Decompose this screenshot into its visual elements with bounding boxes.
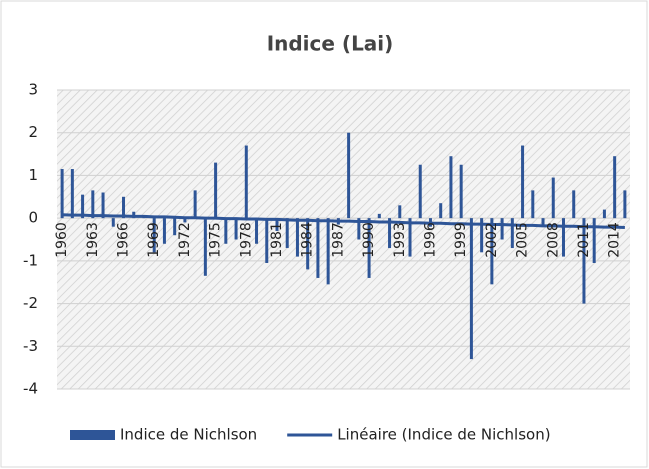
legend-label: Linéaire (Indice de Nichlson) [337,426,550,444]
x-tick-label: 1966 [116,222,132,258]
y-tick-label: -4 [23,380,38,398]
x-tick-label: 1978 [238,222,254,258]
bar [60,169,64,219]
bar [459,164,463,219]
y-tick-label: -1 [23,251,38,269]
x-tick-label: 2005 [515,222,531,258]
bar [388,218,392,249]
x-tick-label: 1975 [208,222,224,258]
bar [183,218,187,223]
x-tick-label: 1969 [146,222,162,258]
plot-area [57,90,630,389]
x-tick-label: 1999 [453,222,469,258]
x-tick-label: 2008 [545,222,561,258]
bar [173,218,177,236]
bar [418,164,422,219]
bar [521,145,525,219]
bar [439,203,443,219]
bar [531,190,535,219]
bar [408,218,412,257]
bar [449,156,453,219]
x-tick-label: 1996 [422,222,438,258]
bar [377,213,381,219]
y-tick-label: 3 [28,81,38,99]
x-tick-label: 1963 [85,222,101,258]
bar [490,218,494,285]
bar [214,162,218,219]
bar [122,196,126,219]
bar [224,218,228,244]
chart-title: Indice (Lai) [267,32,394,56]
bar [203,218,207,276]
bar [91,190,95,219]
bar [81,194,85,219]
bar [582,218,586,304]
bar [295,218,299,257]
bar [70,169,74,219]
x-tick-label: 1984 [300,222,316,258]
bar [510,218,514,249]
x-tick-label: 1990 [361,222,377,258]
bar [265,218,269,263]
x-tick-label: 1972 [177,222,193,258]
legend-swatch [70,430,115,440]
bar [469,218,473,360]
bar [602,209,606,219]
bar [285,218,289,249]
bar [347,132,351,219]
bar [480,218,484,253]
bar [152,218,156,253]
bar [316,218,320,278]
bar [592,218,596,263]
bar [193,190,197,219]
bar [551,177,555,219]
trend-line [62,213,625,230]
x-tick-label: 2014 [607,222,623,258]
x-tick-label: 2002 [484,222,500,258]
bar [613,156,617,219]
y-tick-label: 1 [28,166,38,184]
x-tick-label: 2011 [576,222,592,258]
bar [101,192,105,219]
bar [275,218,279,231]
x-tick-label: 1993 [392,222,408,258]
bar [255,218,259,244]
x-tick-label: 1960 [54,222,70,258]
y-tick-label: 2 [28,123,38,141]
x-tick-label: 1981 [269,222,285,258]
bar [357,218,361,240]
bar [162,218,166,244]
bar [623,190,627,219]
bar [326,218,330,285]
y-tick-label: 0 [28,209,38,227]
bar [306,218,310,270]
bar [398,205,402,219]
bar [111,218,115,227]
bar [244,145,248,219]
bar [234,218,238,240]
y-tick-label: -3 [23,337,38,355]
bar [367,218,371,278]
legend-label: Indice de Nichlson [120,426,257,444]
bar [561,218,565,257]
x-tick-label: 1987 [330,222,346,258]
bar [500,218,504,240]
bar [541,218,545,227]
y-tick-label: -2 [23,294,38,312]
bar [572,190,576,219]
